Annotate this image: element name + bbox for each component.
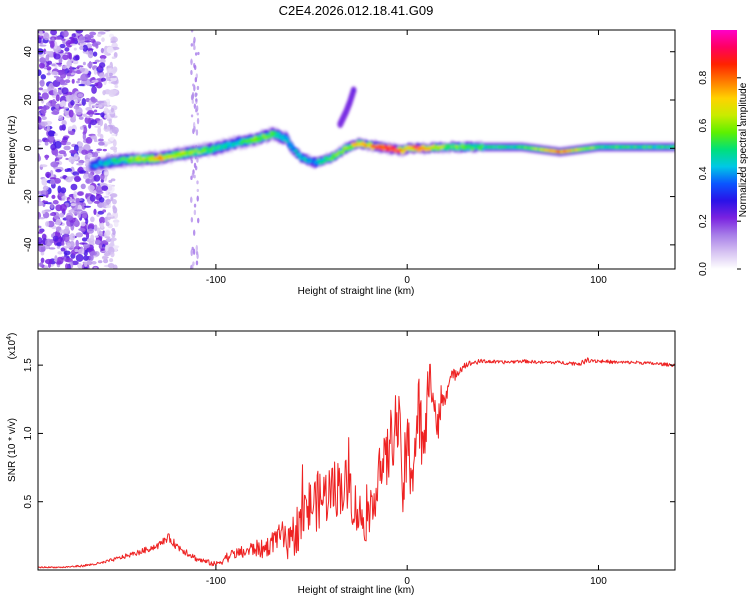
spectrogram-y-tick-label: 0 bbox=[23, 145, 34, 151]
figure-title: C2E4.2026.012.18.41.G09 bbox=[279, 3, 434, 18]
spectrogram-noise-speckle bbox=[38, 30, 120, 269]
snr-scale-label: (x104) bbox=[6, 333, 18, 360]
snr-x-tick-label: -100 bbox=[206, 576, 226, 587]
snr-series-line bbox=[38, 357, 675, 569]
spectrogram-ridge bbox=[89, 126, 675, 174]
snr-y-tick-label: 1.5 bbox=[23, 358, 34, 372]
spectrogram-heatmap bbox=[38, 30, 675, 269]
snr-scale-prefix: (x10 bbox=[7, 339, 18, 359]
snr-x-tick-label: 100 bbox=[590, 576, 607, 587]
spectrogram-y-tick-label: -20 bbox=[23, 189, 34, 204]
colorbar-tick-label: 0.2 bbox=[698, 214, 709, 228]
colorbar-tick-label: 0.4 bbox=[698, 166, 709, 180]
colorbar-tick-label: 0.6 bbox=[698, 118, 709, 132]
snr-y-tick-label: 0.5 bbox=[23, 494, 34, 508]
spectrogram-y-tick-label: -40 bbox=[23, 237, 34, 252]
snr-x-ticks: -100 0 100 bbox=[206, 331, 607, 587]
spectrogram-x-label: Height of straight line (km) bbox=[298, 286, 415, 297]
snr-x-label: Height of straight line (km) bbox=[298, 585, 415, 596]
snr-scale-exponent: 4 bbox=[6, 336, 13, 340]
snr-x-tick-label: 0 bbox=[404, 576, 410, 587]
snr-background bbox=[38, 331, 675, 570]
spectrogram-x-tick-label: 0 bbox=[404, 275, 410, 286]
spectrogram-frame bbox=[37, 29, 676, 270]
spectrogram-x-tick-label: 100 bbox=[590, 275, 607, 286]
snr-y-label: SNR (10 * v/v) bbox=[7, 418, 18, 482]
colorbar-tick-label: 0.8 bbox=[698, 70, 709, 84]
colorbar-ticks: 0.0 0.2 0.4 0.6 0.8 bbox=[698, 70, 741, 276]
spectrogram-vertical-streak bbox=[190, 30, 200, 269]
svg-text:(x104): (x104) bbox=[6, 333, 18, 360]
colorbar-tick-label: 0.0 bbox=[698, 262, 709, 276]
snr-frame bbox=[37, 330, 676, 571]
snr-y-ticks: 0.5 1.0 1.5 bbox=[23, 358, 675, 509]
spectrogram-branch bbox=[337, 86, 357, 129]
snr-panel: -100 0 100 0.5 1.0 1.5 Height of straight li… bbox=[6, 330, 676, 596]
spectrogram-y-tick-label: 20 bbox=[23, 94, 34, 106]
colorbar-gradient bbox=[711, 30, 737, 269]
colorbar-label: Normalized spectral amplitude bbox=[738, 82, 749, 217]
spectrogram-y-tick-label: 40 bbox=[23, 46, 34, 58]
spectrogram-x-tick-label: -100 bbox=[206, 275, 226, 286]
spectrogram-y-label: Frequency (Hz) bbox=[7, 116, 18, 185]
snr-y-tick-label: 1.0 bbox=[23, 426, 34, 440]
spectrogram-panel: -100 0 100 -40 -20 0 20 40 Height of straight … bbox=[7, 29, 676, 297]
spectrogram-x-ticks: -100 0 100 bbox=[206, 30, 607, 286]
colorbar: 0.0 0.2 0.4 0.6 0.8 Normalized spectral ampl… bbox=[698, 30, 749, 276]
spectrogram-y-ticks: -40 -20 0 20 40 bbox=[23, 46, 675, 252]
